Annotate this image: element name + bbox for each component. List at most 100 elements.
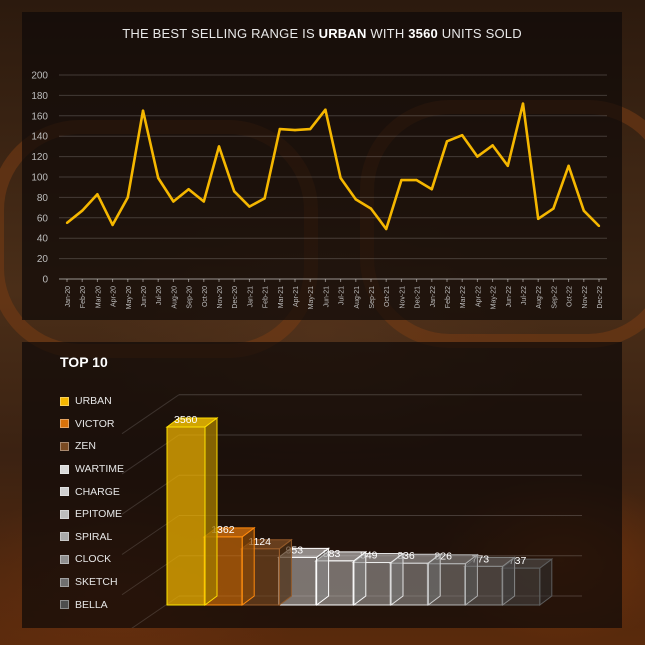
data-point (445, 140, 449, 143)
headline-range: URBAN (318, 26, 367, 41)
legend-label: SKETCH (75, 576, 118, 589)
y-tick-label: 160 (31, 111, 48, 122)
data-point (567, 164, 570, 167)
legend-swatch (60, 532, 69, 542)
x-tick-label: Jul-22 (521, 286, 528, 305)
y-tick-label: 140 (31, 132, 48, 143)
legend-item: BELLA (60, 593, 124, 616)
legend-item: WARTIME (60, 458, 124, 481)
legend-item: ZEN (60, 435, 124, 458)
y-tick-label: 20 (37, 254, 49, 265)
x-tick-label: Feb-21 (263, 286, 270, 308)
bar-value-label: 3560 (174, 414, 198, 426)
legend-item: CLOCK (60, 548, 124, 571)
line-chart: 0 20 40 60 80 100 120 140 160 180 200 Jan-20 Feb-20 M… (31, 71, 607, 309)
legend-swatch (60, 600, 69, 610)
y-tick-label: 0 (42, 275, 48, 286)
data-point (141, 109, 145, 112)
data-point (96, 193, 99, 196)
legend-item: VICTOR (60, 413, 124, 436)
x-tick-label: Sep-20 (187, 286, 194, 309)
headline-mid: WITH (366, 26, 409, 41)
gridline-diagonal (121, 394, 180, 435)
x-tick-label: Aug-22 (536, 286, 543, 309)
x-tick-label: Jan-22 (430, 286, 437, 308)
data-point (354, 198, 357, 201)
y-tick-label: 80 (37, 193, 49, 204)
data-point (233, 190, 236, 193)
legend-label: CHARGE (75, 485, 120, 498)
x-tick-label: Dec-21 (415, 286, 422, 309)
data-point (263, 197, 266, 200)
data-point (491, 144, 494, 147)
legend-label: SPIRAL (75, 530, 113, 543)
data-point (324, 108, 327, 111)
x-tick-label: Sep-22 (551, 286, 558, 309)
data-point (597, 224, 601, 228)
x-tick-label: Aug-21 (354, 286, 361, 309)
x-tick-label: Apr-21 (293, 286, 300, 307)
bar-chart-title: TOP 10 (60, 354, 108, 370)
x-tick-label: Sep-21 (369, 286, 376, 309)
x-tick-label: Jul-20 (156, 286, 163, 305)
bar-side (278, 538, 292, 606)
x-tick-label: Jun-20 (141, 286, 148, 308)
x-tick-label: Dec-22 (597, 286, 604, 309)
data-point (476, 155, 479, 158)
x-tick-label: Nov-20 (217, 286, 224, 309)
data-point (582, 209, 585, 212)
data-point (81, 209, 84, 212)
legend-item: SPIRAL (60, 526, 124, 549)
data-point (248, 205, 251, 208)
x-tick-label: Oct-22 (567, 286, 574, 307)
data-point (293, 128, 297, 132)
x-tick-label: Mar-22 (460, 286, 467, 308)
data-point (157, 176, 160, 180)
x-tick-label: Jul-21 (339, 286, 346, 305)
data-point (217, 145, 221, 148)
legend-label: VICTOR (75, 417, 115, 430)
x-tick-label: Mar-20 (95, 286, 102, 308)
bar (166, 426, 206, 606)
x-tick-label: Oct-20 (202, 286, 209, 307)
legend-swatch (60, 509, 69, 519)
legend-swatch (60, 487, 69, 497)
x-tick-label: Oct-21 (384, 286, 391, 307)
series-line (66, 102, 600, 231)
x-tick-label: Aug-20 (171, 286, 178, 309)
x-tick-label: Dec-20 (232, 286, 239, 309)
legend-swatch (60, 396, 69, 406)
x-tick-label: Nov-22 (582, 286, 589, 309)
legend-label: BELLA (75, 598, 108, 611)
data-point (65, 221, 69, 225)
x-tick-label: May-20 (126, 286, 133, 309)
data-point (202, 200, 205, 203)
x-tick-label: Jan-20 (65, 286, 72, 308)
legend-swatch (60, 419, 69, 429)
data-point (126, 196, 129, 199)
data-point (339, 176, 342, 180)
legend-item: CHARGE (60, 480, 124, 503)
legend-item: URBAN (60, 390, 124, 413)
data-point (309, 127, 312, 131)
data-point (430, 188, 433, 191)
x-tick-label: Jun-22 (506, 286, 513, 308)
data-point (537, 217, 540, 221)
data-point (278, 127, 281, 131)
bar-legend: URBAN VICTOR ZEN WARTIME CHARGE EPITOME SPIRAL… (60, 390, 124, 616)
legend-swatch (60, 554, 69, 564)
legend-label: EPITOME (75, 508, 123, 521)
bar-side (241, 526, 255, 606)
data-point (400, 178, 403, 182)
x-tick-label: Feb-22 (445, 286, 452, 308)
headline-units: 3560 (408, 26, 438, 41)
bar-chart-panel: TOP 10 URBAN VICTOR ZEN WARTIME CHARGE EPITOM… (22, 342, 622, 628)
legend-swatch (60, 464, 69, 474)
x-tick-label: Apr-20 (111, 286, 118, 307)
legend-label: CLOCK (75, 553, 112, 566)
x-tick-label: Feb-20 (80, 286, 87, 308)
legend-label: WARTIME (75, 463, 124, 476)
legend-label: URBAN (75, 395, 112, 408)
legend-item: SKETCH (60, 571, 124, 594)
